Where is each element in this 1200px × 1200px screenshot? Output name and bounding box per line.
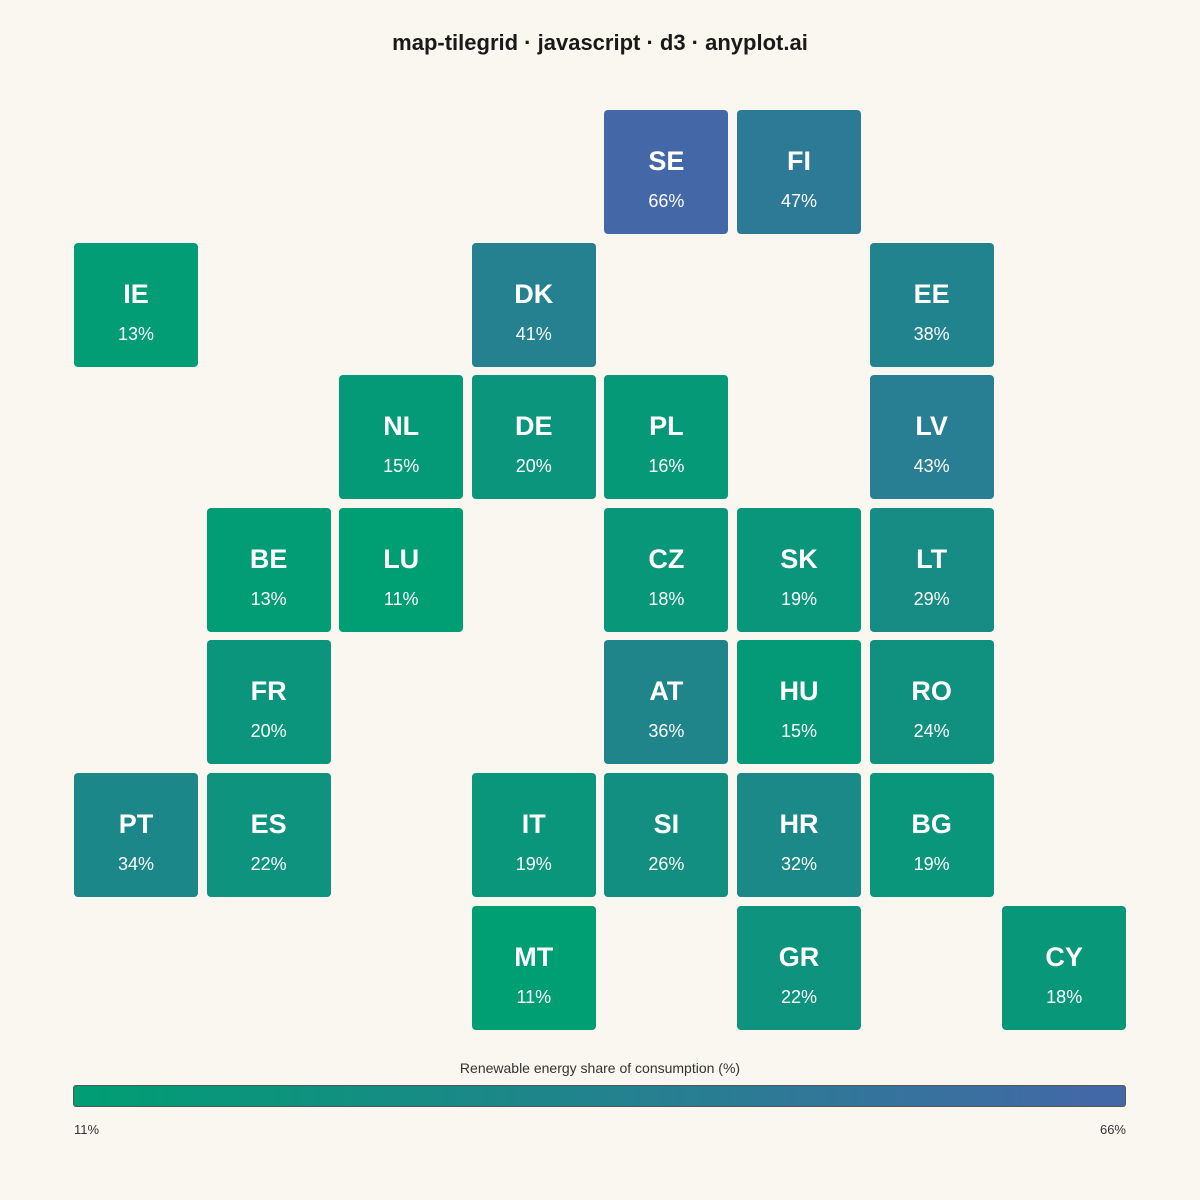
- tile-ro: RO 24%: [869, 640, 994, 765]
- tile-code: BE: [249, 543, 288, 574]
- tile-code: LU: [383, 543, 420, 574]
- tile-value: 34%: [117, 854, 155, 874]
- tile-nl: NL 15%: [339, 375, 464, 500]
- tile-value: 41%: [515, 323, 552, 344]
- tile-se: SE 66%: [604, 110, 729, 234]
- tile-at: AT 36%: [604, 640, 729, 765]
- tile-mt: MT 11%: [471, 905, 596, 1030]
- legend-max-label: 66%: [1099, 1122, 1126, 1137]
- tile-code: IT: [521, 809, 546, 839]
- tile-value: 20%: [250, 721, 287, 742]
- tile-code: NL: [383, 411, 420, 442]
- tile-value: 16%: [648, 456, 685, 477]
- tile-value: 13%: [117, 323, 155, 344]
- tile-value: 19%: [780, 588, 818, 609]
- tile-value: 66%: [648, 191, 685, 211]
- tile-si: SI 26%: [604, 773, 729, 897]
- tile-value: 19%: [515, 854, 552, 874]
- tile-value: 29%: [913, 588, 950, 609]
- tile-value: 13%: [250, 588, 287, 609]
- tile-cy: CY 18%: [1002, 905, 1127, 1030]
- tile-bg: BG 19%: [869, 773, 994, 897]
- tile-code: DK: [514, 278, 554, 309]
- legend-min-label: 11%: [74, 1122, 100, 1137]
- tile-gr: GR 22%: [737, 905, 861, 1030]
- tile-lv: LV 43%: [869, 375, 994, 500]
- tile-code: PL: [649, 411, 684, 442]
- tile-hu: HU 15%: [737, 640, 861, 765]
- tile-fi: FI 47%: [737, 110, 861, 234]
- tile-code: IE: [123, 278, 149, 309]
- tile-hr: HR 32%: [737, 773, 861, 897]
- tile-cz: CZ 18%: [604, 507, 729, 632]
- tile-value: 19%: [913, 854, 950, 874]
- tile-value: 11%: [516, 986, 552, 1007]
- tile-code: LV: [915, 411, 948, 442]
- tile-code: FR: [250, 676, 287, 707]
- tile-code: ES: [250, 809, 287, 839]
- tile-code: EE: [913, 278, 950, 309]
- tile-value: 47%: [780, 191, 818, 211]
- tile-ee: EE 38%: [869, 242, 994, 367]
- tile-value: 32%: [780, 854, 818, 874]
- tile-pt: PT 34%: [74, 773, 198, 897]
- tile-code: SE: [648, 146, 685, 176]
- tile-dk: DK 41%: [471, 242, 596, 367]
- tile-de: DE 20%: [471, 375, 596, 500]
- tile-value: 24%: [913, 721, 950, 742]
- tile-be: BE 13%: [206, 507, 331, 632]
- legend-title: Renewable energy share of consumption (%…: [459, 1060, 741, 1076]
- tile-code: RO: [911, 676, 952, 707]
- tile-pl: PL 16%: [604, 375, 729, 500]
- legend-color-bar: [73, 1085, 1126, 1107]
- tile-code: SK: [780, 543, 818, 574]
- tile-code: LT: [916, 543, 948, 574]
- tile-code: MT: [514, 941, 554, 972]
- tile-code: SI: [653, 809, 680, 839]
- tile-value: 18%: [1046, 986, 1083, 1007]
- tile-grid: SE 66% FI 47% IE 13% DK 41% EE 38% NL 15% DE 20% PL 16%…: [74, 110, 1127, 1030]
- chart-title: map-tilegrid · javascript · d3 · anyplot…: [392, 30, 808, 55]
- tile-es: ES 22%: [206, 773, 331, 897]
- tile-code: BG: [911, 809, 952, 839]
- tile-value: 18%: [648, 588, 685, 609]
- tile-code: CZ: [648, 543, 685, 574]
- tile-code: GR: [778, 941, 820, 972]
- tile-code: FI: [787, 146, 811, 176]
- tile-code: CY: [1045, 941, 1083, 972]
- tile-code: DE: [515, 411, 553, 442]
- tile-value: 36%: [648, 721, 685, 742]
- tile-value: 20%: [515, 456, 552, 477]
- tile-it: IT 19%: [471, 773, 596, 897]
- tile-ie: IE 13%: [74, 242, 198, 367]
- tile-value: 15%: [780, 721, 818, 742]
- tile-value: 15%: [383, 456, 420, 477]
- tile-fr: FR 20%: [206, 640, 331, 765]
- tile-value: 11%: [383, 588, 419, 609]
- tile-sk: SK 19%: [737, 507, 861, 632]
- tile-value: 22%: [250, 854, 287, 874]
- tile-value: 22%: [780, 986, 818, 1007]
- tile-value: 26%: [648, 854, 685, 874]
- tile-code: PT: [118, 809, 154, 839]
- tile-code: HR: [779, 809, 819, 839]
- tile-code: AT: [649, 676, 684, 707]
- tile-code: HU: [779, 676, 819, 707]
- tile-lt: LT 29%: [869, 507, 994, 632]
- tile-value: 38%: [913, 323, 950, 344]
- tile-value: 43%: [913, 456, 950, 477]
- tile-lu: LU 11%: [339, 507, 464, 632]
